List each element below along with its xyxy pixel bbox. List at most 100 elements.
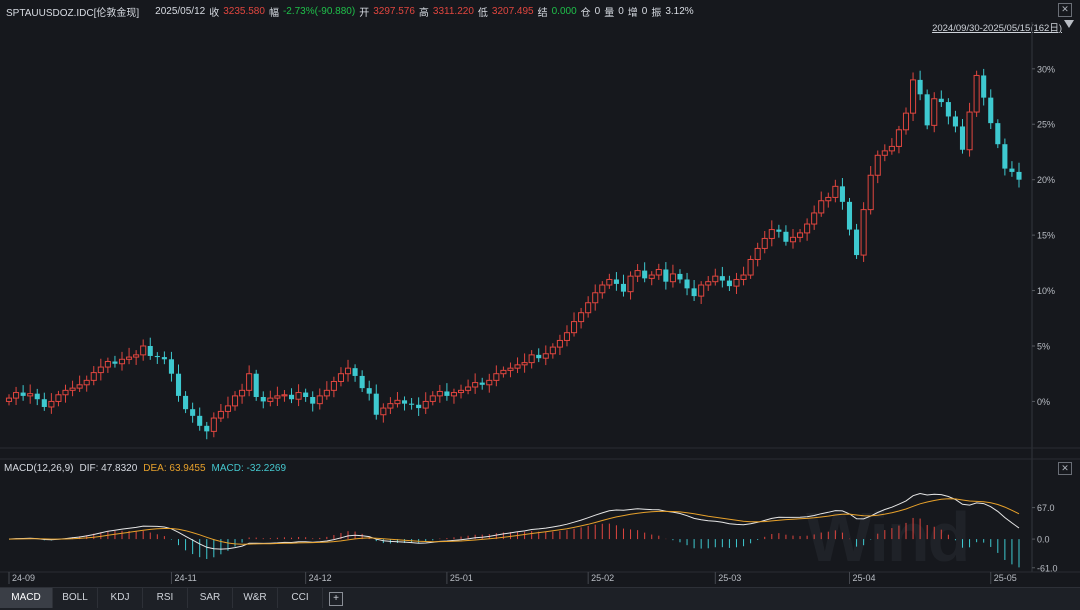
amp-value: 3.12% bbox=[665, 5, 694, 17]
candle-body bbox=[436, 390, 443, 397]
candle-body bbox=[394, 399, 401, 405]
candle-body bbox=[20, 392, 26, 396]
macd-indicator-name: MACD(12,26,9) bbox=[4, 462, 74, 474]
candle-body bbox=[888, 145, 895, 152]
candle-body bbox=[465, 386, 472, 391]
high-label: 高 bbox=[418, 7, 429, 19]
tab-cci[interactable]: CCI bbox=[278, 588, 323, 608]
price-tick-label: 5% bbox=[1037, 341, 1050, 351]
candle-body bbox=[316, 395, 323, 405]
symbol-label[interactable]: SPTAUUSDOZ.IDC[伦敦金现] bbox=[6, 7, 140, 19]
candle-body bbox=[97, 366, 104, 374]
candle-body bbox=[549, 346, 556, 355]
candle-body bbox=[627, 275, 634, 293]
candle-body bbox=[112, 361, 118, 364]
candle-body bbox=[585, 302, 592, 314]
candle-body bbox=[303, 392, 309, 397]
candle-body bbox=[542, 353, 549, 359]
candle-body bbox=[789, 236, 797, 243]
candle-body bbox=[274, 395, 281, 399]
candle-body bbox=[846, 201, 853, 230]
macd-dea-label: DEA: 63.9455 bbox=[143, 462, 206, 474]
candle-body bbox=[634, 270, 641, 277]
candle-body bbox=[747, 259, 754, 276]
candle-body bbox=[966, 111, 973, 151]
candle-body bbox=[34, 393, 40, 400]
open-label: 开 bbox=[359, 7, 370, 19]
candle-body bbox=[260, 396, 266, 402]
candle-body bbox=[952, 116, 958, 127]
candle-body bbox=[183, 395, 189, 410]
candle-body bbox=[486, 379, 493, 386]
close-label: 收 bbox=[209, 7, 220, 19]
candle-body bbox=[684, 279, 690, 289]
candle-body bbox=[429, 395, 436, 402]
macd-header: MACD(12,26,9) DIF: 47.8320 DEA: 63.9455 … bbox=[4, 462, 292, 474]
price-chart[interactable]: 30% 25% 20% 15% 10% 5% 0% 67.0 0.0 -61.0 24-09 24… bbox=[0, 0, 1080, 587]
candle-body bbox=[90, 372, 97, 381]
candle-body bbox=[832, 185, 839, 198]
candle-body bbox=[648, 274, 655, 279]
quote-header: SPTAUUSDOZ.IDC[伦敦金现] 2025/05/12 收 3235.5… bbox=[0, 0, 1080, 22]
candle-body bbox=[450, 392, 458, 397]
candle-body bbox=[175, 373, 182, 396]
tab-sar[interactable]: SAR bbox=[188, 588, 233, 608]
candle-body bbox=[231, 395, 239, 407]
candle-body bbox=[592, 292, 599, 304]
candle-body bbox=[606, 278, 613, 286]
candle-body bbox=[776, 229, 782, 232]
candle-body bbox=[457, 389, 465, 394]
candle-body bbox=[507, 367, 514, 371]
candle-body bbox=[359, 375, 365, 389]
macd-close-icon[interactable]: ✕ bbox=[1058, 462, 1072, 475]
candle-body bbox=[373, 393, 379, 415]
candle-body bbox=[556, 339, 563, 348]
tab-boll[interactable]: BOLL bbox=[53, 588, 98, 608]
tab-kdj[interactable]: KDJ bbox=[98, 588, 143, 608]
macd-dif-line bbox=[8, 492, 1020, 550]
candle-body bbox=[1016, 171, 1022, 180]
candle-body bbox=[825, 196, 832, 202]
tab-rsi[interactable]: RSI bbox=[143, 588, 188, 608]
candle-body bbox=[655, 268, 662, 276]
candle-body bbox=[472, 382, 479, 388]
quote-date: 2025/05/12 bbox=[155, 5, 206, 17]
candle-body bbox=[995, 123, 1001, 145]
candle-body bbox=[698, 284, 705, 297]
candle-body bbox=[118, 358, 126, 365]
candle-body bbox=[330, 380, 337, 391]
candle-body bbox=[1002, 144, 1008, 169]
candle-body bbox=[536, 354, 542, 359]
change-value: -2.73%(-90.880) bbox=[282, 5, 356, 17]
candle-body bbox=[310, 396, 316, 404]
tab-macd[interactable]: MACD bbox=[0, 588, 53, 608]
candle-body bbox=[663, 269, 669, 282]
candle-body bbox=[902, 112, 910, 131]
oi-value: 0 bbox=[594, 5, 601, 17]
dropdown-icon[interactable] bbox=[1064, 20, 1074, 28]
candle-body bbox=[521, 362, 528, 366]
candle-body bbox=[895, 129, 902, 147]
add-value: 0 bbox=[641, 5, 648, 17]
price-tick-label: 0% bbox=[1037, 397, 1050, 407]
candle-body bbox=[945, 102, 951, 117]
candle-body bbox=[444, 391, 450, 396]
candle-body bbox=[620, 283, 627, 292]
tab-wr[interactable]: W&R bbox=[233, 588, 278, 608]
candle-body bbox=[479, 382, 485, 385]
candle-body bbox=[811, 212, 818, 225]
candle-body bbox=[514, 364, 521, 369]
plus-icon[interactable]: + bbox=[329, 592, 343, 606]
close-icon[interactable]: ✕ bbox=[1058, 3, 1072, 17]
candle-body bbox=[691, 288, 697, 297]
candle-body bbox=[931, 98, 938, 126]
candle-body bbox=[288, 394, 295, 400]
candle-body bbox=[197, 415, 203, 426]
date-range-selector[interactable]: 2024/09/30-2025/05/15(162日) bbox=[932, 23, 1062, 34]
macd-dif-label: DIF: 47.8320 bbox=[79, 462, 138, 474]
amp-label: 振 bbox=[651, 7, 662, 19]
time-tick-label: 25-04 bbox=[852, 573, 875, 583]
candle-body bbox=[253, 373, 259, 397]
time-tick-label: 25-02 bbox=[591, 573, 614, 583]
candle-body bbox=[416, 404, 422, 409]
